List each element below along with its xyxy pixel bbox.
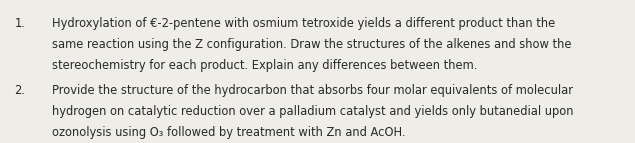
Text: 2.: 2. xyxy=(15,84,25,97)
Text: hydrogen on catalytic reduction over a palladium catalyst and yields only butane: hydrogen on catalytic reduction over a p… xyxy=(52,105,573,118)
Text: stereochemistry for each product. Explain any differences between them.: stereochemistry for each product. Explai… xyxy=(52,59,478,73)
Text: Provide the structure of the hydrocarbon that absorbs four molar equivalents of : Provide the structure of the hydrocarbon… xyxy=(52,84,573,97)
Text: ozonolysis using O₃ followed by treatment with Zn and AcOH.: ozonolysis using O₃ followed by treatmen… xyxy=(52,126,406,139)
Text: 1.: 1. xyxy=(15,17,25,30)
Text: Hydroxylation of €-2-pentene with osmium tetroxide yields a different product th: Hydroxylation of €-2-pentene with osmium… xyxy=(52,17,556,30)
Text: same reaction using the Z configuration. Draw the structures of the alkenes and : same reaction using the Z configuration.… xyxy=(52,38,572,51)
